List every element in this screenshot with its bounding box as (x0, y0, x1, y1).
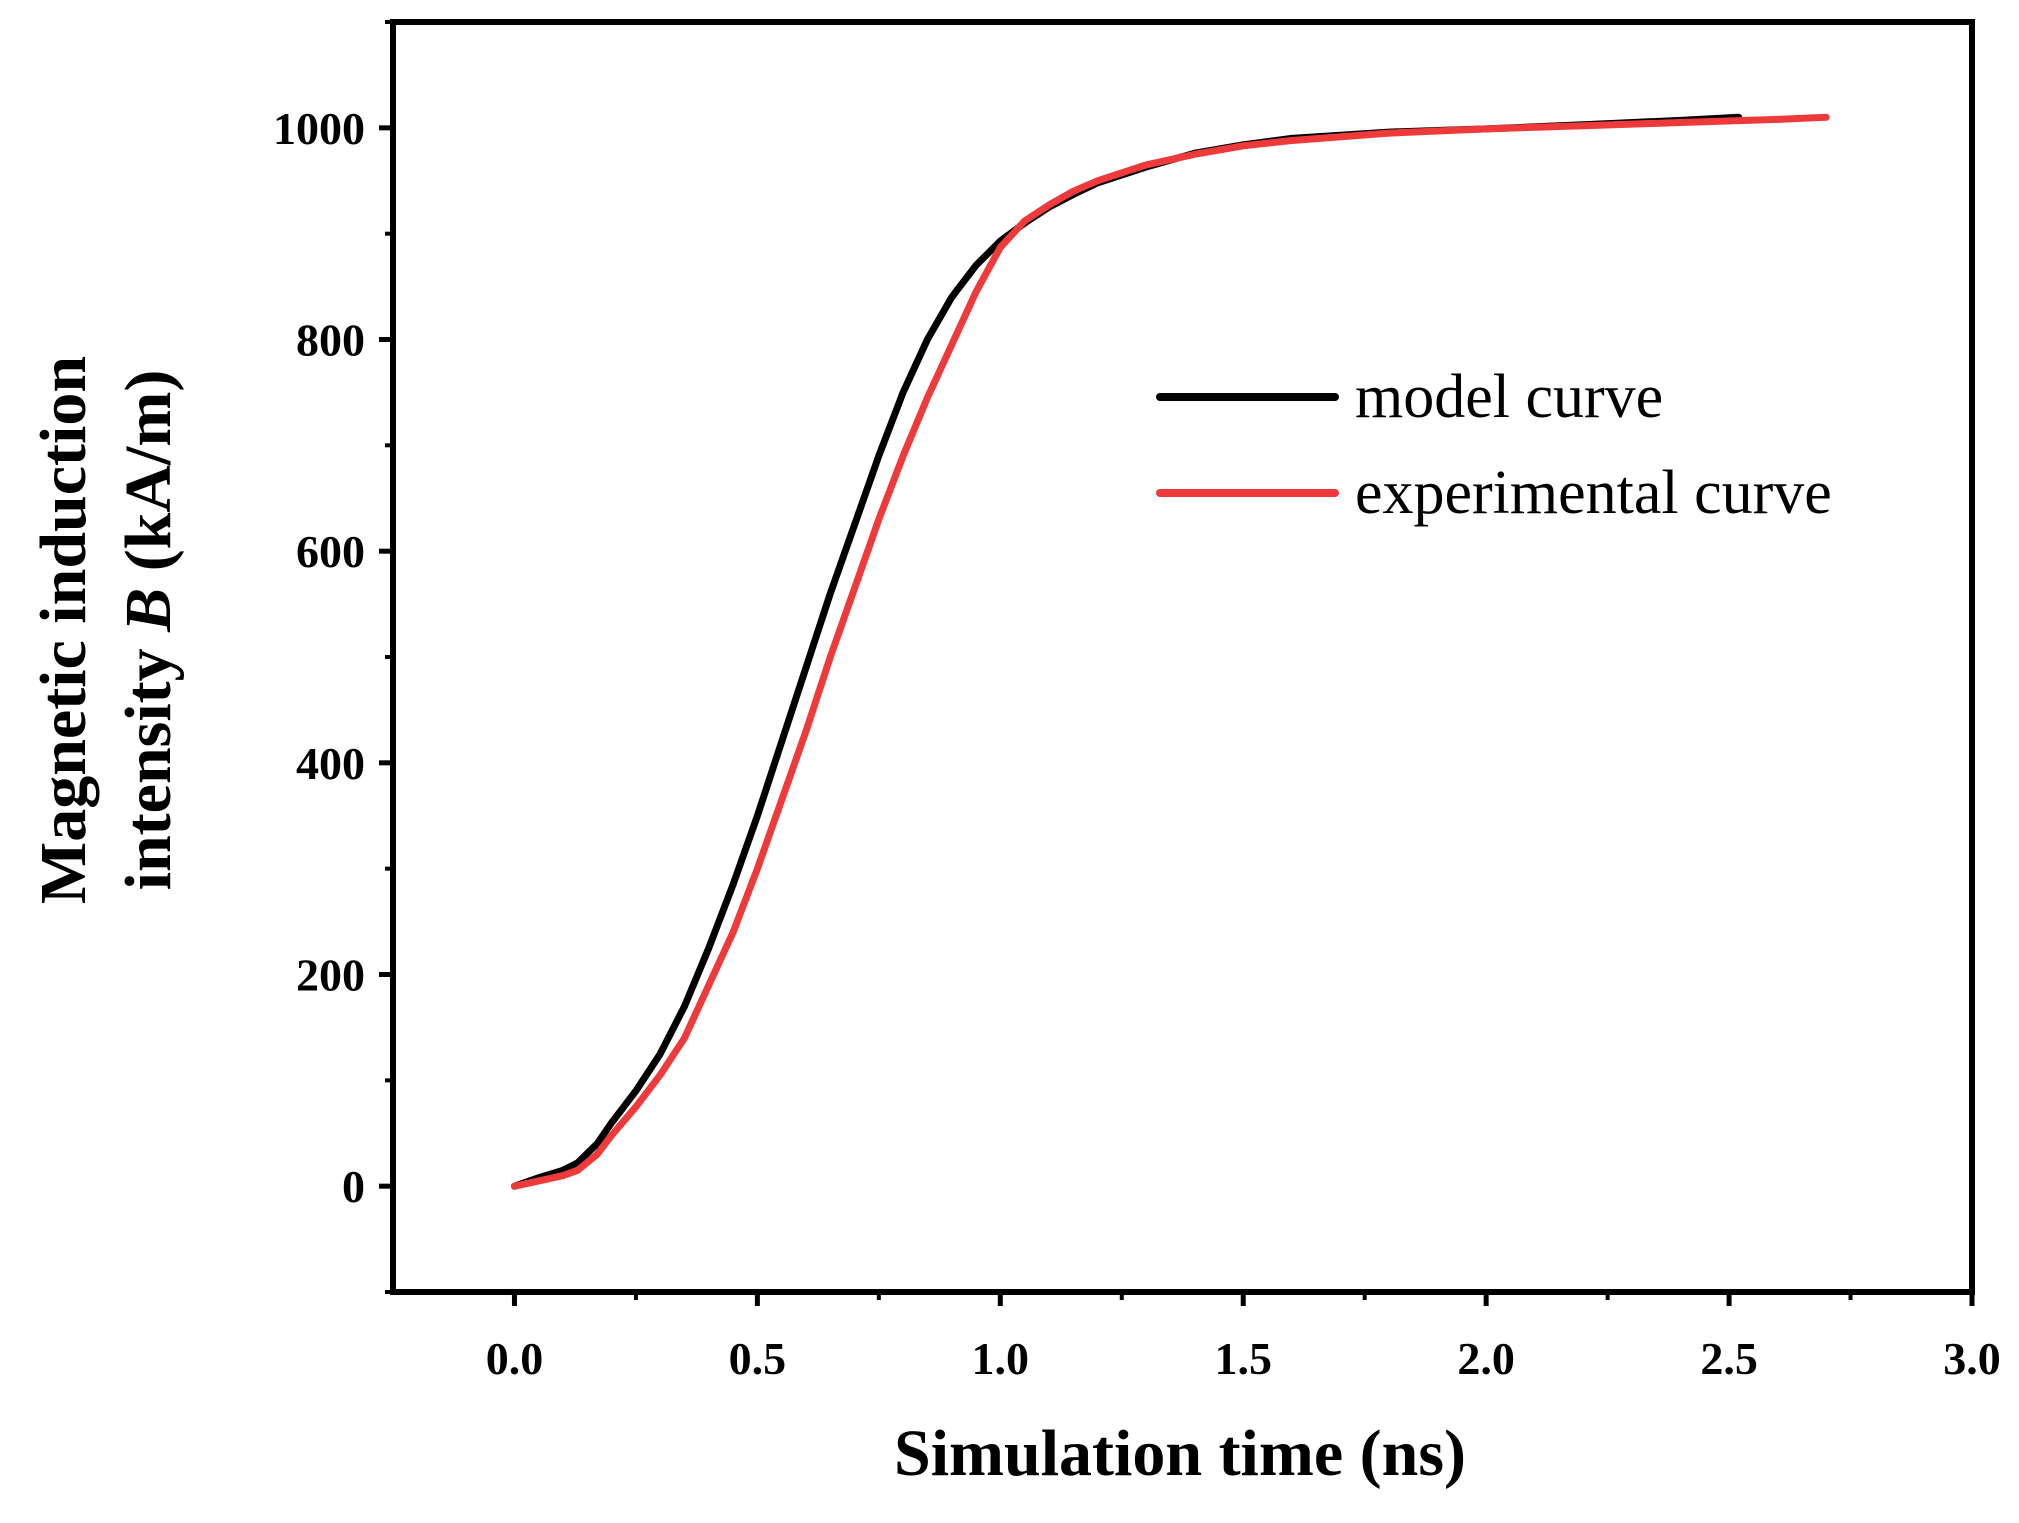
x-axis-title: Simulation time (ns) (894, 1417, 1466, 1490)
y-axis-title-symbol: B (112, 588, 185, 633)
y-axis-title: Magnetic induction intensity B (kA/m) (27, 356, 185, 904)
y-tick-label: 0 (342, 1161, 365, 1212)
x-axis-ticks: 0.0 0.5 1.0 1.5 2.0 2.5 3.0 (486, 1292, 2001, 1384)
x-tick-label: 0.0 (486, 1333, 544, 1384)
y-tick-label: 400 (296, 738, 365, 789)
x-tick-label: 1.5 (1214, 1333, 1272, 1384)
x-tick-label: 0.5 (729, 1333, 787, 1384)
series-lines (511, 113, 1830, 1190)
x-tick-label: 2.0 (1457, 1333, 1515, 1384)
y-tick-label: 1000 (273, 103, 365, 154)
y-axis-title-prefix: intensity (112, 632, 185, 891)
x-tick-label: 3.0 (1943, 1333, 2001, 1384)
series-line-experimental-curve (511, 113, 1830, 1190)
y-axis-title-suffix: (kA/m) (112, 370, 185, 588)
y-axis-title-line2: intensity B (kA/m) (112, 370, 185, 891)
y-tick-label: 600 (296, 526, 365, 577)
legend-label: model curve (1355, 363, 1663, 431)
y-axis-title-line1: Magnetic induction (27, 356, 100, 904)
x-tick-label: 2.5 (1700, 1333, 1758, 1384)
y-tick-label: 800 (296, 315, 365, 366)
legend: model curve experimental curve (1156, 363, 1832, 527)
x-tick-label: 1.0 (972, 1333, 1030, 1384)
legend-label: experimental curve (1355, 459, 1832, 527)
y-axis-ticks: 0 200 400 600 800 1000 (273, 20, 393, 1294)
y-tick-label: 200 (296, 950, 365, 1001)
